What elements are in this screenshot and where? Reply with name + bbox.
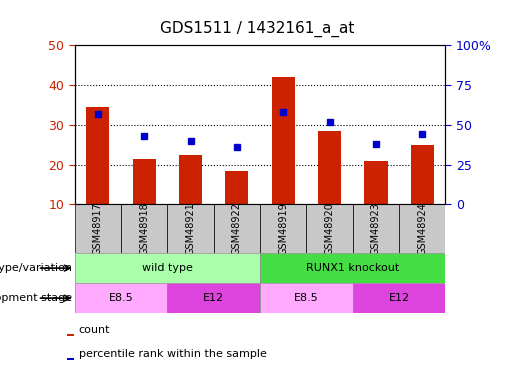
Bar bbox=[67, 334, 74, 336]
Text: GDS1511 / 1432161_a_at: GDS1511 / 1432161_a_at bbox=[160, 21, 355, 37]
Bar bbox=[75, 253, 260, 283]
Bar bbox=[133, 159, 156, 204]
Bar bbox=[364, 160, 387, 204]
Text: GSM48917: GSM48917 bbox=[93, 202, 103, 255]
Bar bbox=[75, 204, 121, 253]
Text: GSM48924: GSM48924 bbox=[417, 202, 427, 255]
Text: GSM48923: GSM48923 bbox=[371, 202, 381, 255]
Bar bbox=[121, 204, 167, 253]
Text: GSM48919: GSM48919 bbox=[278, 202, 288, 255]
Bar bbox=[318, 130, 341, 204]
Bar bbox=[399, 204, 445, 253]
Text: GSM48922: GSM48922 bbox=[232, 202, 242, 255]
Bar bbox=[214, 204, 260, 253]
Bar bbox=[260, 204, 306, 253]
Text: development stage: development stage bbox=[0, 293, 72, 303]
Text: RUNX1 knockout: RUNX1 knockout bbox=[306, 263, 400, 273]
Text: genotype/variation: genotype/variation bbox=[0, 263, 72, 273]
Bar bbox=[272, 77, 295, 204]
Bar bbox=[167, 283, 260, 313]
Text: E8.5: E8.5 bbox=[109, 293, 133, 303]
Bar bbox=[179, 154, 202, 204]
Bar bbox=[353, 204, 399, 253]
Text: GSM48921: GSM48921 bbox=[185, 202, 196, 255]
Text: E12: E12 bbox=[388, 293, 410, 303]
Bar bbox=[353, 283, 445, 313]
Text: percentile rank within the sample: percentile rank within the sample bbox=[79, 349, 267, 359]
Text: GSM48920: GSM48920 bbox=[324, 202, 335, 255]
Text: wild type: wild type bbox=[142, 263, 193, 273]
Bar bbox=[410, 145, 434, 204]
Bar bbox=[86, 107, 109, 204]
Bar bbox=[226, 171, 248, 204]
Bar bbox=[306, 204, 353, 253]
Text: E12: E12 bbox=[203, 293, 225, 303]
Bar bbox=[67, 358, 74, 360]
Bar bbox=[260, 253, 445, 283]
Bar bbox=[75, 283, 167, 313]
Text: GSM48918: GSM48918 bbox=[139, 202, 149, 255]
Bar bbox=[260, 283, 353, 313]
Text: E8.5: E8.5 bbox=[294, 293, 319, 303]
Text: count: count bbox=[79, 325, 110, 335]
Bar bbox=[167, 204, 214, 253]
